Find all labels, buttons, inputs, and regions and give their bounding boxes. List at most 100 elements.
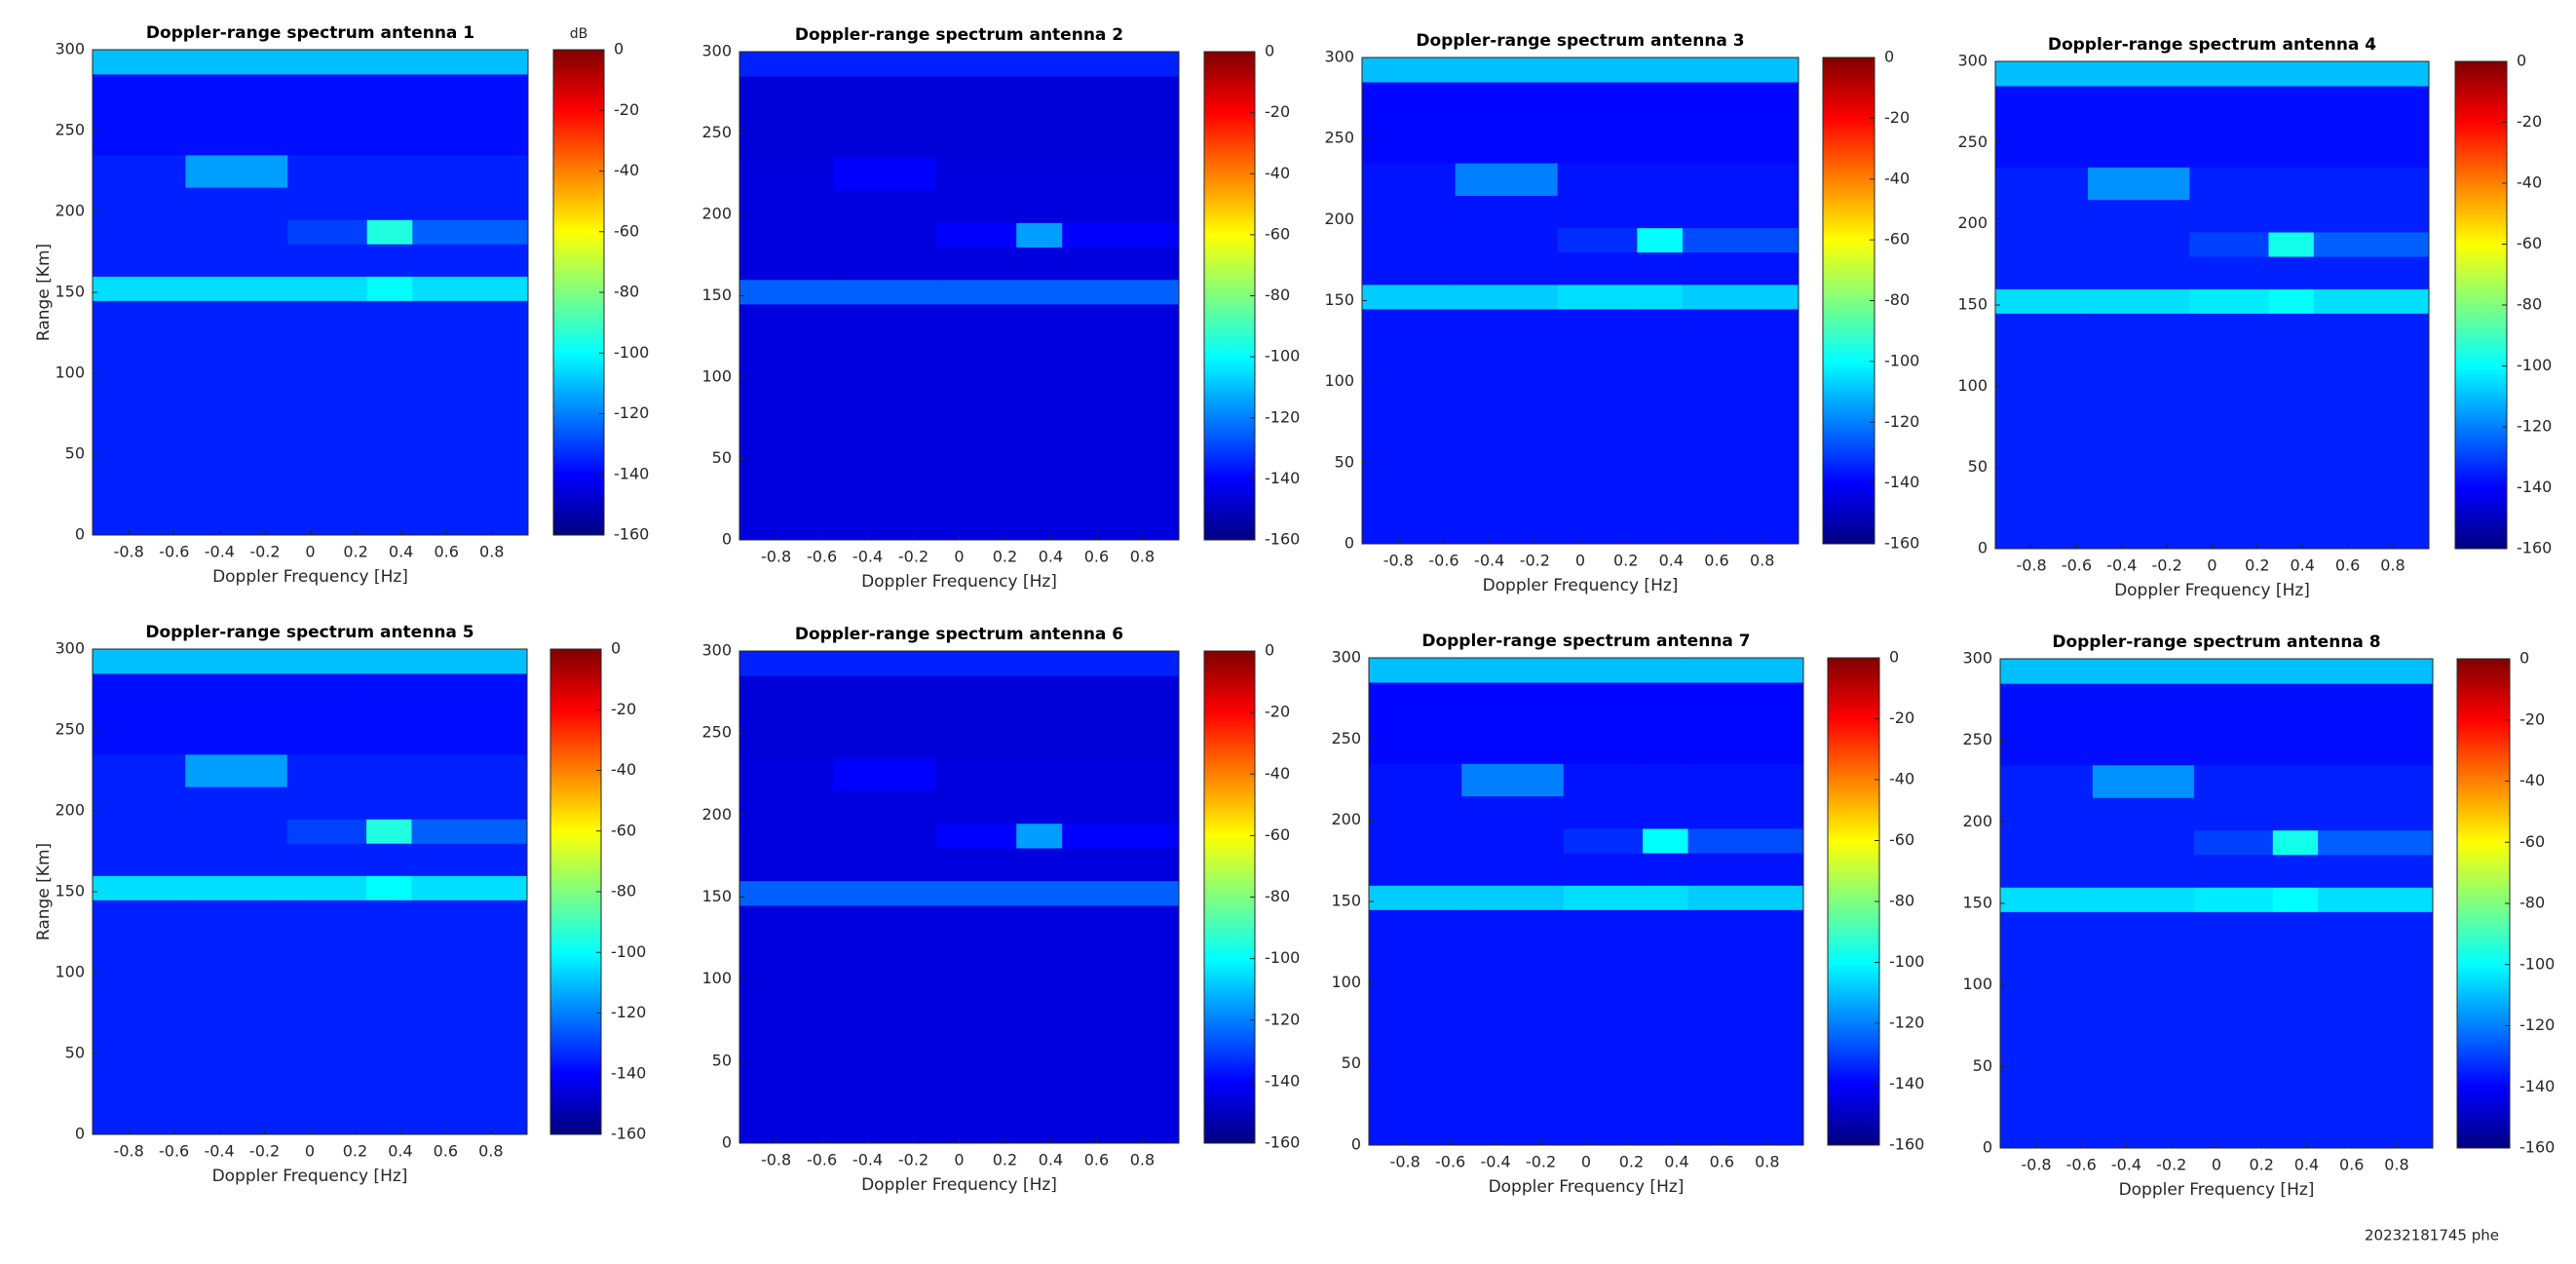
heatmap-cell xyxy=(185,672,288,755)
heatmap-cell xyxy=(1637,163,1684,196)
colorbar-tick-label: 0 xyxy=(614,40,624,58)
x-tick-label: 0.2 xyxy=(993,548,1017,566)
heatmap-cell xyxy=(1362,308,1457,545)
x-tick-label: -0.6 xyxy=(1428,552,1458,570)
heatmap-cell xyxy=(936,651,1017,676)
heatmap-cell xyxy=(1016,52,1063,77)
y-tick-label: 150 xyxy=(701,887,732,905)
heatmap-cell xyxy=(1683,81,1799,164)
x-tick-label: 0 xyxy=(1575,552,1585,570)
y-tick-label: 0 xyxy=(1345,534,1354,553)
colorbar-tick-label: -160 xyxy=(1265,1133,1300,1152)
heatmap-cell xyxy=(2189,86,2269,168)
heatmap-cell xyxy=(1563,909,1644,1146)
heatmap-cell xyxy=(1016,904,1063,1144)
heatmap-cell xyxy=(1362,57,1457,83)
heatmap-cell xyxy=(1683,163,1799,196)
colorbar-tick-label: -120 xyxy=(1265,1010,1300,1028)
heatmap-cell xyxy=(1687,658,1804,683)
heatmap-cell xyxy=(1016,880,1063,906)
colorbar xyxy=(1827,657,1880,1146)
heatmap-cell xyxy=(1362,195,1457,229)
colorbar-tick-label: -60 xyxy=(1265,224,1290,243)
heatmap-cell xyxy=(287,276,368,301)
heatmap-cell xyxy=(93,649,186,674)
heatmap-cell xyxy=(1637,308,1684,545)
y-tick-label: 50 xyxy=(712,448,732,467)
colorbar-tick-label: 0 xyxy=(1884,48,1894,66)
heatmap-cell xyxy=(1563,658,1644,683)
colorbar-tick-label: -40 xyxy=(2519,771,2545,789)
y-tick-label: 0 xyxy=(1978,539,1988,557)
heatmap-cell xyxy=(286,900,367,1135)
heatmap-cell xyxy=(2268,288,2315,314)
heatmap-cell xyxy=(366,300,413,536)
y-tick-label: 250 xyxy=(55,121,85,139)
heatmap-cell xyxy=(366,649,413,674)
heatmap-cell xyxy=(2189,313,2269,550)
y-tick-label: 100 xyxy=(1324,371,1354,390)
colorbar-tick-label: -80 xyxy=(1884,290,1910,309)
y-tick-label: 150 xyxy=(701,286,732,304)
panel-title: Doppler-range spectrum antenna 6 xyxy=(795,625,1123,644)
colorbar-tick-label: -40 xyxy=(1889,770,1914,788)
heatmap-cell xyxy=(2272,854,2319,888)
x-tick-label: -0.4 xyxy=(852,548,883,566)
heatmap-cell xyxy=(1637,227,1684,253)
y-tick-label: 200 xyxy=(1331,810,1361,828)
heatmap-cell xyxy=(185,219,288,245)
heatmap-cell xyxy=(412,244,529,277)
heatmap-cell xyxy=(2088,86,2190,168)
x-axis-label: Doppler Frequency [Hz] xyxy=(212,567,408,587)
heatmap-cell xyxy=(185,154,288,188)
colorbar-tick-label: -140 xyxy=(1889,1074,1924,1092)
colorbar-tick-label: -40 xyxy=(614,161,639,179)
heatmap-cell xyxy=(2272,764,2319,798)
heatmap-cell xyxy=(1062,303,1180,541)
colorbar-tick-label: -60 xyxy=(611,821,636,839)
colorbar-tick-label: -160 xyxy=(1889,1135,1924,1154)
heatmap-cell xyxy=(185,786,288,820)
heatmap-cell xyxy=(93,786,186,820)
heatmap-cell xyxy=(1563,853,1644,886)
colorbar xyxy=(1203,51,1256,541)
heatmap-cell xyxy=(2313,167,2430,201)
heatmap-cell xyxy=(366,672,413,755)
colorbar xyxy=(2456,658,2511,1149)
panel-title: Doppler-range spectrum antenna 2 xyxy=(795,25,1123,45)
heatmap-cell xyxy=(93,154,186,188)
heatmap-cell xyxy=(412,50,529,75)
heatmap-cell xyxy=(93,219,186,245)
heatmap-cell xyxy=(1016,279,1063,305)
x-tick-label: 0.4 xyxy=(2294,1156,2319,1174)
heatmap-cell xyxy=(739,757,834,791)
heatmap-cell xyxy=(1062,189,1180,223)
colorbar-tick-label: -160 xyxy=(2519,1138,2555,1157)
x-tick-label: 0.4 xyxy=(1039,1151,1063,1169)
y-tick-label: 250 xyxy=(1957,133,1988,151)
heatmap-cell xyxy=(2000,659,2094,684)
heatmap-cell xyxy=(411,843,528,876)
heatmap-cell xyxy=(1461,763,1565,797)
heatmap-cell xyxy=(411,649,528,674)
colorbar-label: dB xyxy=(570,26,588,42)
y-tick-label: 300 xyxy=(1324,48,1354,66)
heatmap-cell xyxy=(833,189,937,223)
colorbar-tick-label: -160 xyxy=(611,1125,646,1143)
y-tick-label: 200 xyxy=(701,805,732,824)
colorbar-tick-label: -40 xyxy=(611,760,636,779)
heatmap-cell xyxy=(93,276,186,301)
y-tick-label: 150 xyxy=(55,882,85,900)
heatmap-cell xyxy=(2189,288,2269,314)
heatmap-cell xyxy=(1995,232,2089,257)
y-tick-label: 100 xyxy=(1331,973,1361,991)
heatmap-cell xyxy=(1557,251,1638,286)
heatmap-cell xyxy=(2193,659,2274,684)
y-tick-label: 300 xyxy=(1962,649,1992,668)
x-tick-label: -0.2 xyxy=(249,543,280,561)
heatmap-cell xyxy=(833,303,937,541)
x-tick-label: 0.8 xyxy=(479,543,504,561)
heatmap-cell xyxy=(1062,76,1180,159)
x-tick-label: 0.6 xyxy=(2339,1156,2364,1174)
heatmap-cell xyxy=(1687,828,1804,854)
